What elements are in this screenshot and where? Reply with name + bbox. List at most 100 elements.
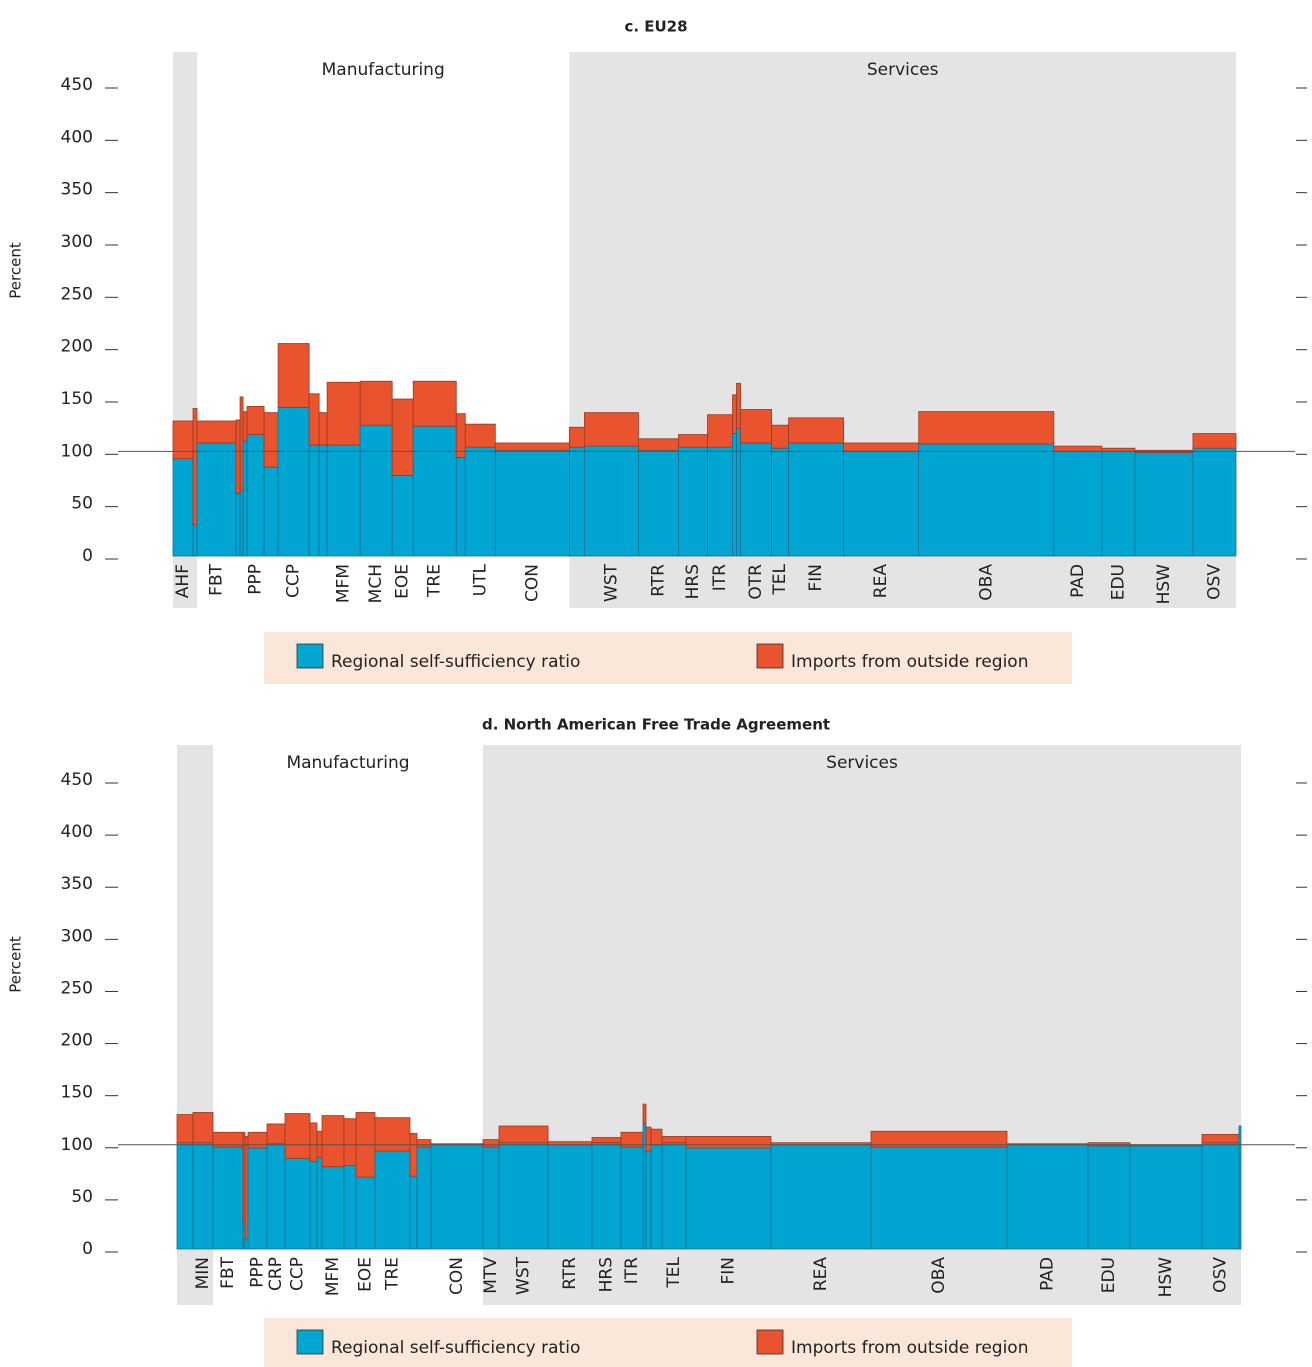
x-tick-label: RTR (648, 564, 668, 597)
y-tick-label: 300 (61, 926, 93, 946)
y-tick-label: 0 (82, 546, 93, 566)
bar-segment (770, 1144, 872, 1250)
bar-segment (277, 406, 310, 557)
bar-segment (412, 425, 457, 557)
x-tick-label: OSV (1211, 1257, 1231, 1293)
legend-label: Regional self-sufficiency ratio (331, 1338, 580, 1358)
bar-segment (266, 1143, 286, 1250)
y-tick-label: 350 (61, 874, 93, 894)
bar-segment (247, 1147, 268, 1250)
x-tick-label: TEL (770, 563, 790, 595)
bar-segment (771, 424, 789, 449)
bar-segment (1192, 433, 1237, 449)
bar-segment (1101, 450, 1136, 557)
x-tick-label: TRE (425, 564, 445, 598)
bar-segment (192, 1112, 214, 1144)
legend-swatch (296, 643, 324, 669)
bar-segment (242, 411, 248, 442)
bar-segment (246, 434, 265, 557)
bar-segment (409, 1175, 418, 1250)
bar-segment (638, 438, 679, 451)
bar-segment (1129, 1145, 1203, 1250)
bar-segment (645, 1150, 652, 1250)
bar-segment (309, 1161, 318, 1250)
bar-segment (391, 398, 414, 476)
bar-segment (212, 1146, 244, 1250)
x-tick-label: FBT (218, 1256, 238, 1288)
bar-segment (1201, 1133, 1240, 1144)
bar-segment (176, 1114, 194, 1144)
bar-segment (192, 524, 198, 557)
legend-box (264, 632, 1072, 684)
y-tick-label: 100 (61, 1135, 93, 1155)
bar-segment (1087, 1145, 1131, 1250)
bar-segment (316, 1130, 323, 1158)
bar-segment (645, 1126, 652, 1152)
bar-segment (650, 1128, 663, 1146)
bar-segment (1006, 1144, 1089, 1250)
legend-box (264, 1318, 1072, 1367)
x-tick-label: TRE (383, 1257, 403, 1291)
y-tick-label: 400 (61, 127, 93, 147)
x-tick-label: OSV (1204, 564, 1224, 600)
x-tick-label: FIN (719, 1257, 739, 1285)
y-tick-label: 50 (71, 494, 93, 514)
bar-segment (736, 427, 741, 557)
x-tick-label: PPP (246, 564, 266, 595)
bar-segment (591, 1142, 622, 1250)
x-tick-label: WST (514, 1256, 534, 1295)
bar-segment (172, 420, 194, 460)
y-tick-label: 250 (61, 978, 93, 998)
bar-segment (1134, 451, 1194, 557)
x-tick-label: PAD (1068, 564, 1088, 598)
bar-segment (321, 1115, 345, 1168)
bar-segment (416, 1146, 432, 1250)
x-tick-label: TEL (664, 1256, 684, 1288)
bar-segment (464, 446, 496, 557)
x-tick-label: ITR (710, 564, 730, 591)
bar-segment (196, 420, 237, 444)
x-tick-label: EDU (1099, 1257, 1119, 1293)
bar-segment (409, 1132, 418, 1177)
bar-segment (326, 444, 361, 557)
y-tick-label: 150 (61, 389, 93, 409)
bar-segment (239, 396, 244, 492)
x-tick-label: MFM (334, 564, 354, 603)
chart-title: c. EU28 (624, 18, 687, 36)
bar-segment (482, 1139, 500, 1148)
bar-segment (359, 424, 393, 557)
x-tick-label: MCH (366, 564, 386, 603)
y-tick-label: 50 (71, 1187, 93, 1207)
x-tick-label: HRS (597, 1257, 617, 1292)
annotation: Manufacturing (286, 753, 409, 773)
bar-segment (1053, 450, 1103, 557)
y-tick-label: 300 (61, 232, 93, 252)
bar-segment (176, 1142, 194, 1250)
y-tick-label: 450 (61, 770, 93, 790)
bar-segment (736, 382, 741, 429)
bar-segment (343, 1118, 357, 1167)
bar-segment (568, 446, 585, 557)
x-tick-label: OBA (929, 1257, 949, 1294)
bar-segment (707, 414, 733, 448)
bar-segment (242, 440, 248, 557)
bar-segment (412, 380, 457, 427)
bar-segment (870, 1130, 1008, 1148)
bar-segment (732, 394, 737, 434)
y-tick-label: 200 (61, 337, 93, 357)
x-tick-label: MTV (481, 1257, 501, 1294)
bar-segment (685, 1136, 772, 1149)
bar-segment (172, 458, 194, 557)
bar-segment (192, 408, 198, 526)
bar-segment (464, 423, 496, 448)
bar-segment (263, 466, 279, 557)
bar-segment (547, 1144, 593, 1250)
chart-title: d. North American Free Trade Agreement (482, 716, 830, 734)
bar-segment (678, 446, 708, 557)
annotation: Services (867, 60, 939, 80)
x-tick-label: REA (871, 564, 891, 599)
bar-segment (235, 492, 241, 557)
bar-segment (685, 1147, 772, 1250)
x-tick-label: CON (522, 564, 542, 602)
bar-segment (266, 1123, 286, 1145)
